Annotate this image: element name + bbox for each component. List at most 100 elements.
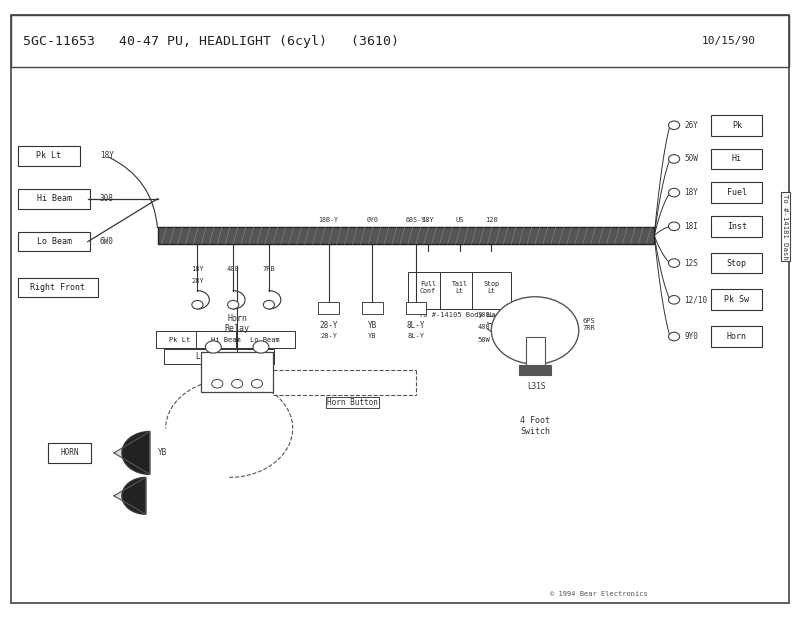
Text: Horn Button: Horn Button — [327, 398, 378, 407]
Text: Hi Beam: Hi Beam — [37, 194, 71, 203]
Circle shape — [231, 379, 242, 388]
Text: 50W: 50W — [685, 154, 698, 163]
Polygon shape — [114, 478, 146, 514]
Text: Pk Lt: Pk Lt — [169, 337, 190, 342]
Text: 18I: 18I — [685, 222, 698, 231]
Circle shape — [669, 222, 680, 231]
Text: 18Y: 18Y — [191, 266, 204, 271]
Text: Hi Beam: Hi Beam — [210, 337, 240, 342]
Circle shape — [491, 297, 578, 364]
Circle shape — [669, 295, 680, 304]
Text: 6PS
7RR: 6PS 7RR — [582, 318, 595, 331]
Text: HORN: HORN — [60, 449, 78, 457]
Text: 50W: 50W — [478, 337, 490, 342]
FancyBboxPatch shape — [471, 272, 511, 309]
Wedge shape — [122, 431, 150, 475]
Circle shape — [253, 341, 269, 353]
Circle shape — [228, 300, 238, 309]
Text: 4 Foot
Switch: 4 Foot Switch — [520, 416, 550, 436]
Text: 0Y0: 0Y0 — [366, 218, 378, 223]
Circle shape — [669, 154, 680, 163]
Circle shape — [212, 379, 223, 388]
Bar — [406, 302, 426, 314]
Text: Stop
Lt: Stop Lt — [483, 281, 499, 294]
Text: 6W0: 6W0 — [100, 237, 114, 246]
Text: 26Y: 26Y — [685, 121, 698, 130]
Text: 308: 308 — [478, 312, 490, 318]
Text: Inst: Inst — [727, 222, 747, 231]
Circle shape — [192, 300, 203, 309]
FancyBboxPatch shape — [235, 331, 294, 348]
Circle shape — [669, 188, 680, 197]
Text: 8L-Y: 8L-Y — [407, 334, 424, 339]
Bar — [519, 365, 551, 375]
Bar — [362, 302, 382, 314]
Text: Horn: Horn — [727, 332, 747, 341]
Bar — [318, 302, 339, 314]
Bar — [202, 352, 273, 392]
FancyBboxPatch shape — [711, 148, 762, 169]
FancyBboxPatch shape — [711, 115, 762, 136]
FancyBboxPatch shape — [18, 146, 80, 166]
Text: Lo Beam: Lo Beam — [250, 337, 280, 342]
FancyBboxPatch shape — [711, 216, 762, 237]
Text: L31S: L31S — [527, 383, 546, 391]
Text: 8L-Y: 8L-Y — [406, 321, 425, 330]
Text: Pk: Pk — [732, 121, 742, 130]
Text: Tail
Lt: Tail Lt — [451, 281, 467, 294]
FancyBboxPatch shape — [440, 272, 479, 309]
Text: Pk Sw: Pk Sw — [724, 295, 750, 304]
FancyBboxPatch shape — [18, 189, 90, 208]
FancyBboxPatch shape — [18, 277, 98, 297]
FancyBboxPatch shape — [711, 253, 762, 274]
FancyBboxPatch shape — [48, 443, 91, 463]
Circle shape — [669, 332, 680, 341]
FancyBboxPatch shape — [711, 326, 762, 347]
Text: 308: 308 — [100, 194, 114, 203]
Text: 7RB: 7RB — [262, 266, 275, 271]
Text: © 1994 Bear Electronics: © 1994 Bear Electronics — [550, 591, 647, 597]
FancyBboxPatch shape — [18, 232, 90, 252]
Circle shape — [669, 259, 680, 268]
Wedge shape — [122, 478, 146, 514]
Text: 18Y: 18Y — [100, 151, 114, 161]
Text: Stop: Stop — [727, 258, 747, 268]
Text: Lo Beam: Lo Beam — [37, 237, 71, 246]
Text: US: US — [455, 218, 464, 223]
Text: 408: 408 — [478, 324, 490, 331]
Bar — [158, 227, 654, 244]
FancyBboxPatch shape — [711, 182, 762, 203]
Text: To #-14105 Body Har: To #-14105 Body Har — [419, 312, 500, 318]
Text: Left Front: Left Front — [196, 352, 242, 361]
Text: 10/15/90: 10/15/90 — [702, 36, 756, 46]
Text: 68S-Y: 68S-Y — [406, 218, 426, 223]
Polygon shape — [114, 431, 150, 475]
FancyBboxPatch shape — [156, 331, 203, 348]
Text: 12/10: 12/10 — [685, 295, 707, 304]
Text: 28-Y: 28-Y — [319, 321, 338, 330]
Text: YB: YB — [368, 334, 377, 339]
Text: Fuel: Fuel — [727, 188, 747, 197]
Circle shape — [206, 341, 222, 353]
Text: 18B-Y: 18B-Y — [318, 218, 338, 223]
Text: 12S: 12S — [685, 258, 698, 268]
Text: YB: YB — [367, 321, 377, 330]
Text: 28Y: 28Y — [191, 277, 204, 284]
Text: 408: 408 — [226, 266, 239, 271]
Text: Right Front: Right Front — [30, 283, 86, 292]
Circle shape — [263, 300, 274, 309]
Text: 5GC-11653   40-47 PU, HEADLIGHT (6cyl)   (3610): 5GC-11653 40-47 PU, HEADLIGHT (6cyl) (36… — [22, 35, 398, 48]
Bar — [526, 337, 545, 367]
Text: H B S: H B S — [216, 368, 234, 373]
Text: 18Y: 18Y — [422, 218, 434, 223]
Text: Pk Lt: Pk Lt — [36, 151, 62, 161]
FancyBboxPatch shape — [196, 331, 255, 348]
Circle shape — [669, 121, 680, 130]
Text: Full
Conf: Full Conf — [420, 281, 436, 294]
Text: 120: 120 — [485, 218, 498, 223]
Text: Horn
Relay: Horn Relay — [225, 314, 250, 334]
Circle shape — [251, 379, 262, 388]
Text: Hi: Hi — [732, 154, 742, 163]
Text: YB: YB — [158, 449, 167, 457]
FancyBboxPatch shape — [711, 289, 762, 310]
